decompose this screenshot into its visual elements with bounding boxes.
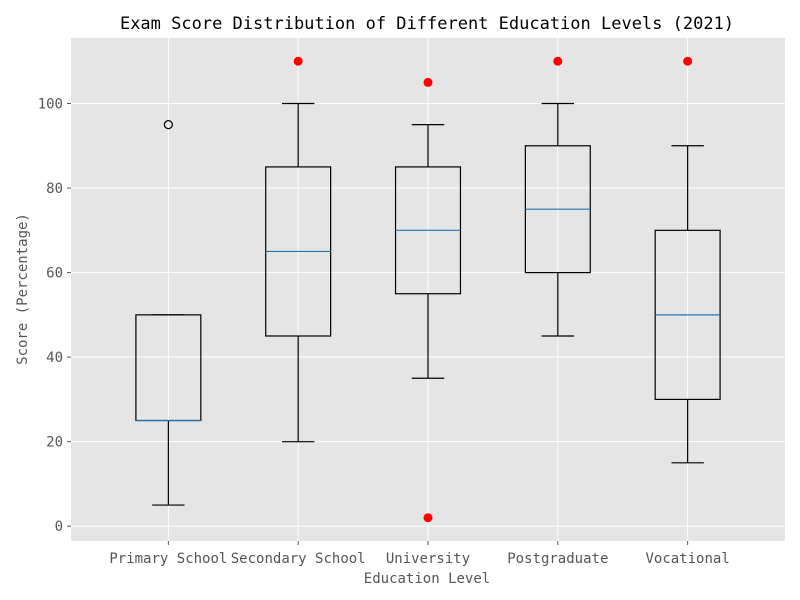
x-tick-label: Vocational [645, 551, 729, 567]
y-tick-label: 100 [38, 97, 63, 113]
chart-title: Exam Score Distribution of Different Edu… [120, 14, 734, 34]
box-group [265, 56, 332, 443]
outlier-point [423, 513, 433, 523]
box-group [654, 56, 721, 464]
y-axis-label: Score (Percentage) [15, 213, 31, 365]
y-tick-label: 80 [46, 181, 63, 197]
y-tick-label: 20 [46, 435, 63, 451]
outlier-point [683, 56, 693, 66]
x-axis-label: Education Level [364, 571, 490, 587]
y-tick-label: 60 [46, 266, 63, 282]
x-tick-label: Primary School [109, 551, 227, 567]
outlier-point [293, 56, 303, 66]
box-group [394, 77, 462, 523]
x-tick-label: University [386, 551, 470, 567]
y-tick-label: 40 [46, 350, 63, 366]
boxes [135, 56, 721, 523]
y-axis-ticks: 0 20 40 60 80 100 [38, 97, 71, 535]
y-tick-label: 0 [55, 519, 63, 535]
outlier-point [163, 120, 173, 130]
box-group [135, 120, 202, 506]
outlier-point [553, 56, 563, 66]
x-axis-ticks: Primary School Secondary School University… [109, 541, 730, 567]
box-group [524, 56, 591, 337]
outlier-point [423, 77, 433, 87]
x-tick-label: Secondary School [231, 551, 366, 567]
x-tick-label: Postgraduate [507, 551, 608, 567]
